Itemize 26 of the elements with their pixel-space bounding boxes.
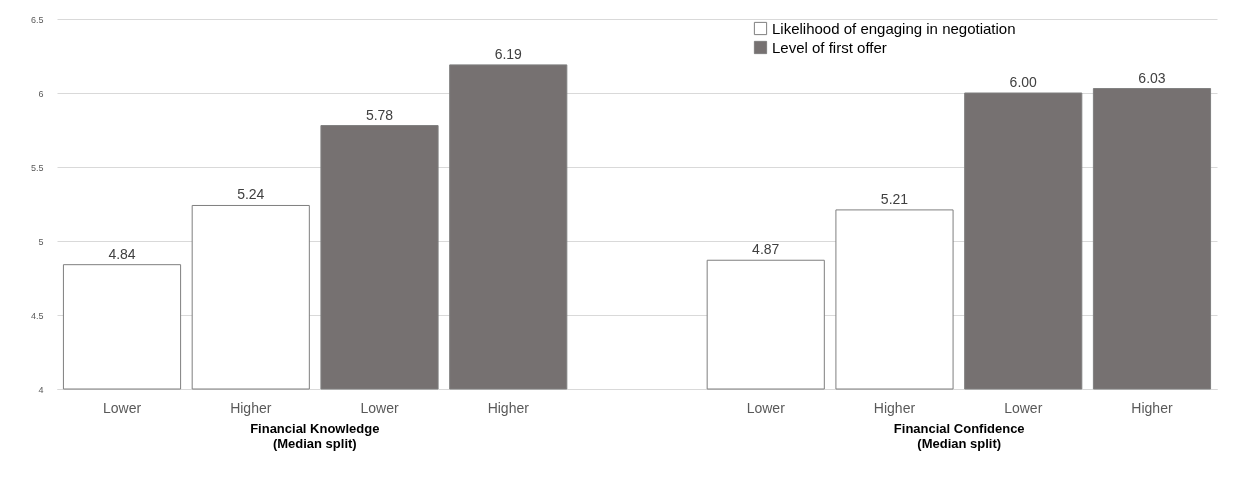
y-tick-label: 6.5 xyxy=(30,14,44,25)
y-tick-label: 6 xyxy=(38,88,44,99)
text: Financial Confidence (Median split) xyxy=(893,421,1025,451)
x-tick-label: Lower xyxy=(746,399,786,416)
y-tick-label: 5 xyxy=(38,236,44,247)
y-tick-label: 4 xyxy=(38,384,44,395)
data-label: 5.78 xyxy=(365,106,394,123)
x-tick-label: Higher xyxy=(1131,399,1173,416)
data-label: 6.19 xyxy=(494,45,523,62)
x-tick-label: Higher xyxy=(873,399,916,416)
y-tick-label: 4.5 xyxy=(30,310,44,321)
x-tick-label: Higher xyxy=(487,399,530,416)
y-tick-label: 5.5 xyxy=(30,162,44,173)
x-tick-label: Lower xyxy=(102,399,142,416)
data-label: 4.84 xyxy=(108,245,136,262)
text: Financial Knowledge (Median split) xyxy=(250,421,380,451)
data-label: 6.00 xyxy=(1009,74,1038,90)
data-label: 6.03 xyxy=(1138,69,1166,86)
x-tick-label: Lower xyxy=(1004,399,1043,416)
data-label: 4.87 xyxy=(752,241,780,258)
data-label: 5.21 xyxy=(880,190,909,207)
x-tick-label: Lower xyxy=(360,399,399,416)
legend-label: Level of first offer xyxy=(772,38,887,56)
legend-label: Likelihood of engaging in negotiation xyxy=(772,19,1016,37)
x-tick-label: Higher xyxy=(230,399,272,416)
data-label: 5.24 xyxy=(237,186,265,203)
